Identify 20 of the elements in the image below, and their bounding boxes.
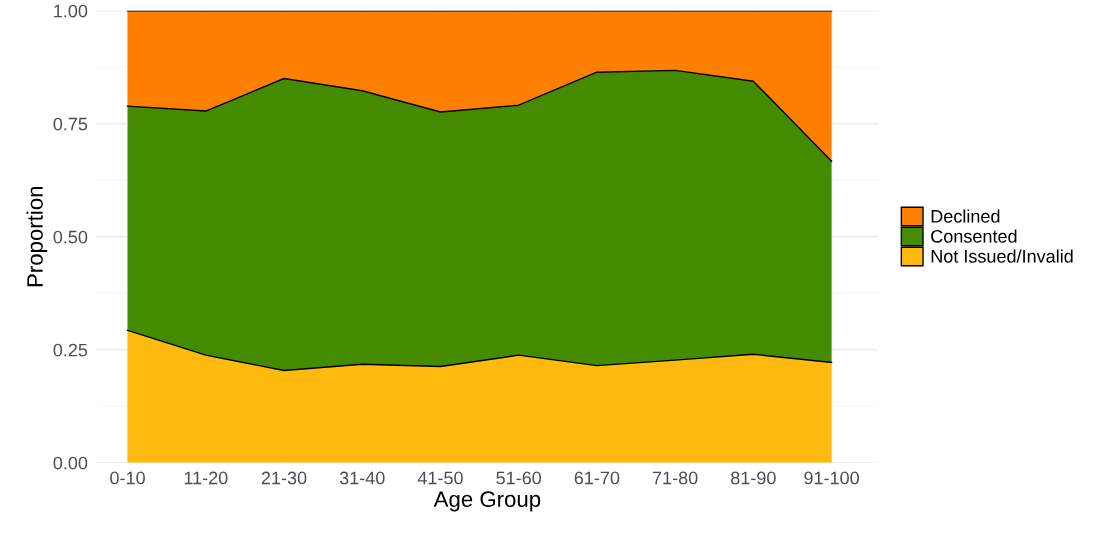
y-tick-label: 0.75 [53, 117, 88, 131]
legend-label: Not Issued/Invalid [931, 249, 1073, 263]
x-tick-label: 81-90 [731, 471, 776, 485]
y-axis-title: Proportion [26, 186, 48, 287]
x-tick-label: 61-70 [574, 471, 620, 485]
legend-label: Declined [931, 209, 1000, 223]
x-tick-label: 31-40 [339, 471, 385, 485]
y-tick-label: 1.00 [54, 4, 88, 18]
legend-label: Consented [931, 229, 1017, 243]
x-tick-label: 11-20 [184, 471, 228, 485]
x-tick-label: 91-100 [804, 471, 859, 485]
y-tick-label: 0.50 [53, 230, 88, 244]
x-tick-label: 41-50 [417, 471, 463, 485]
y-tick-label: 0.00 [53, 456, 88, 470]
y-tick-label: 0.25 [53, 343, 88, 357]
x-tick-label: 51-60 [496, 471, 542, 485]
x-axis-title: Age Group [433, 491, 541, 512]
x-tick-label: 21-30 [261, 471, 307, 485]
x-tick-label: 0-10 [110, 471, 145, 485]
x-tick-label: 71-80 [652, 471, 698, 485]
